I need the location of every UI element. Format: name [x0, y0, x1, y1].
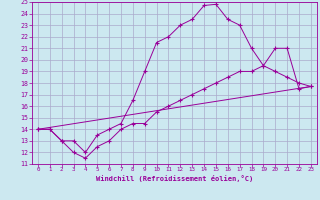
X-axis label: Windchill (Refroidissement éolien,°C): Windchill (Refroidissement éolien,°C) — [96, 175, 253, 182]
